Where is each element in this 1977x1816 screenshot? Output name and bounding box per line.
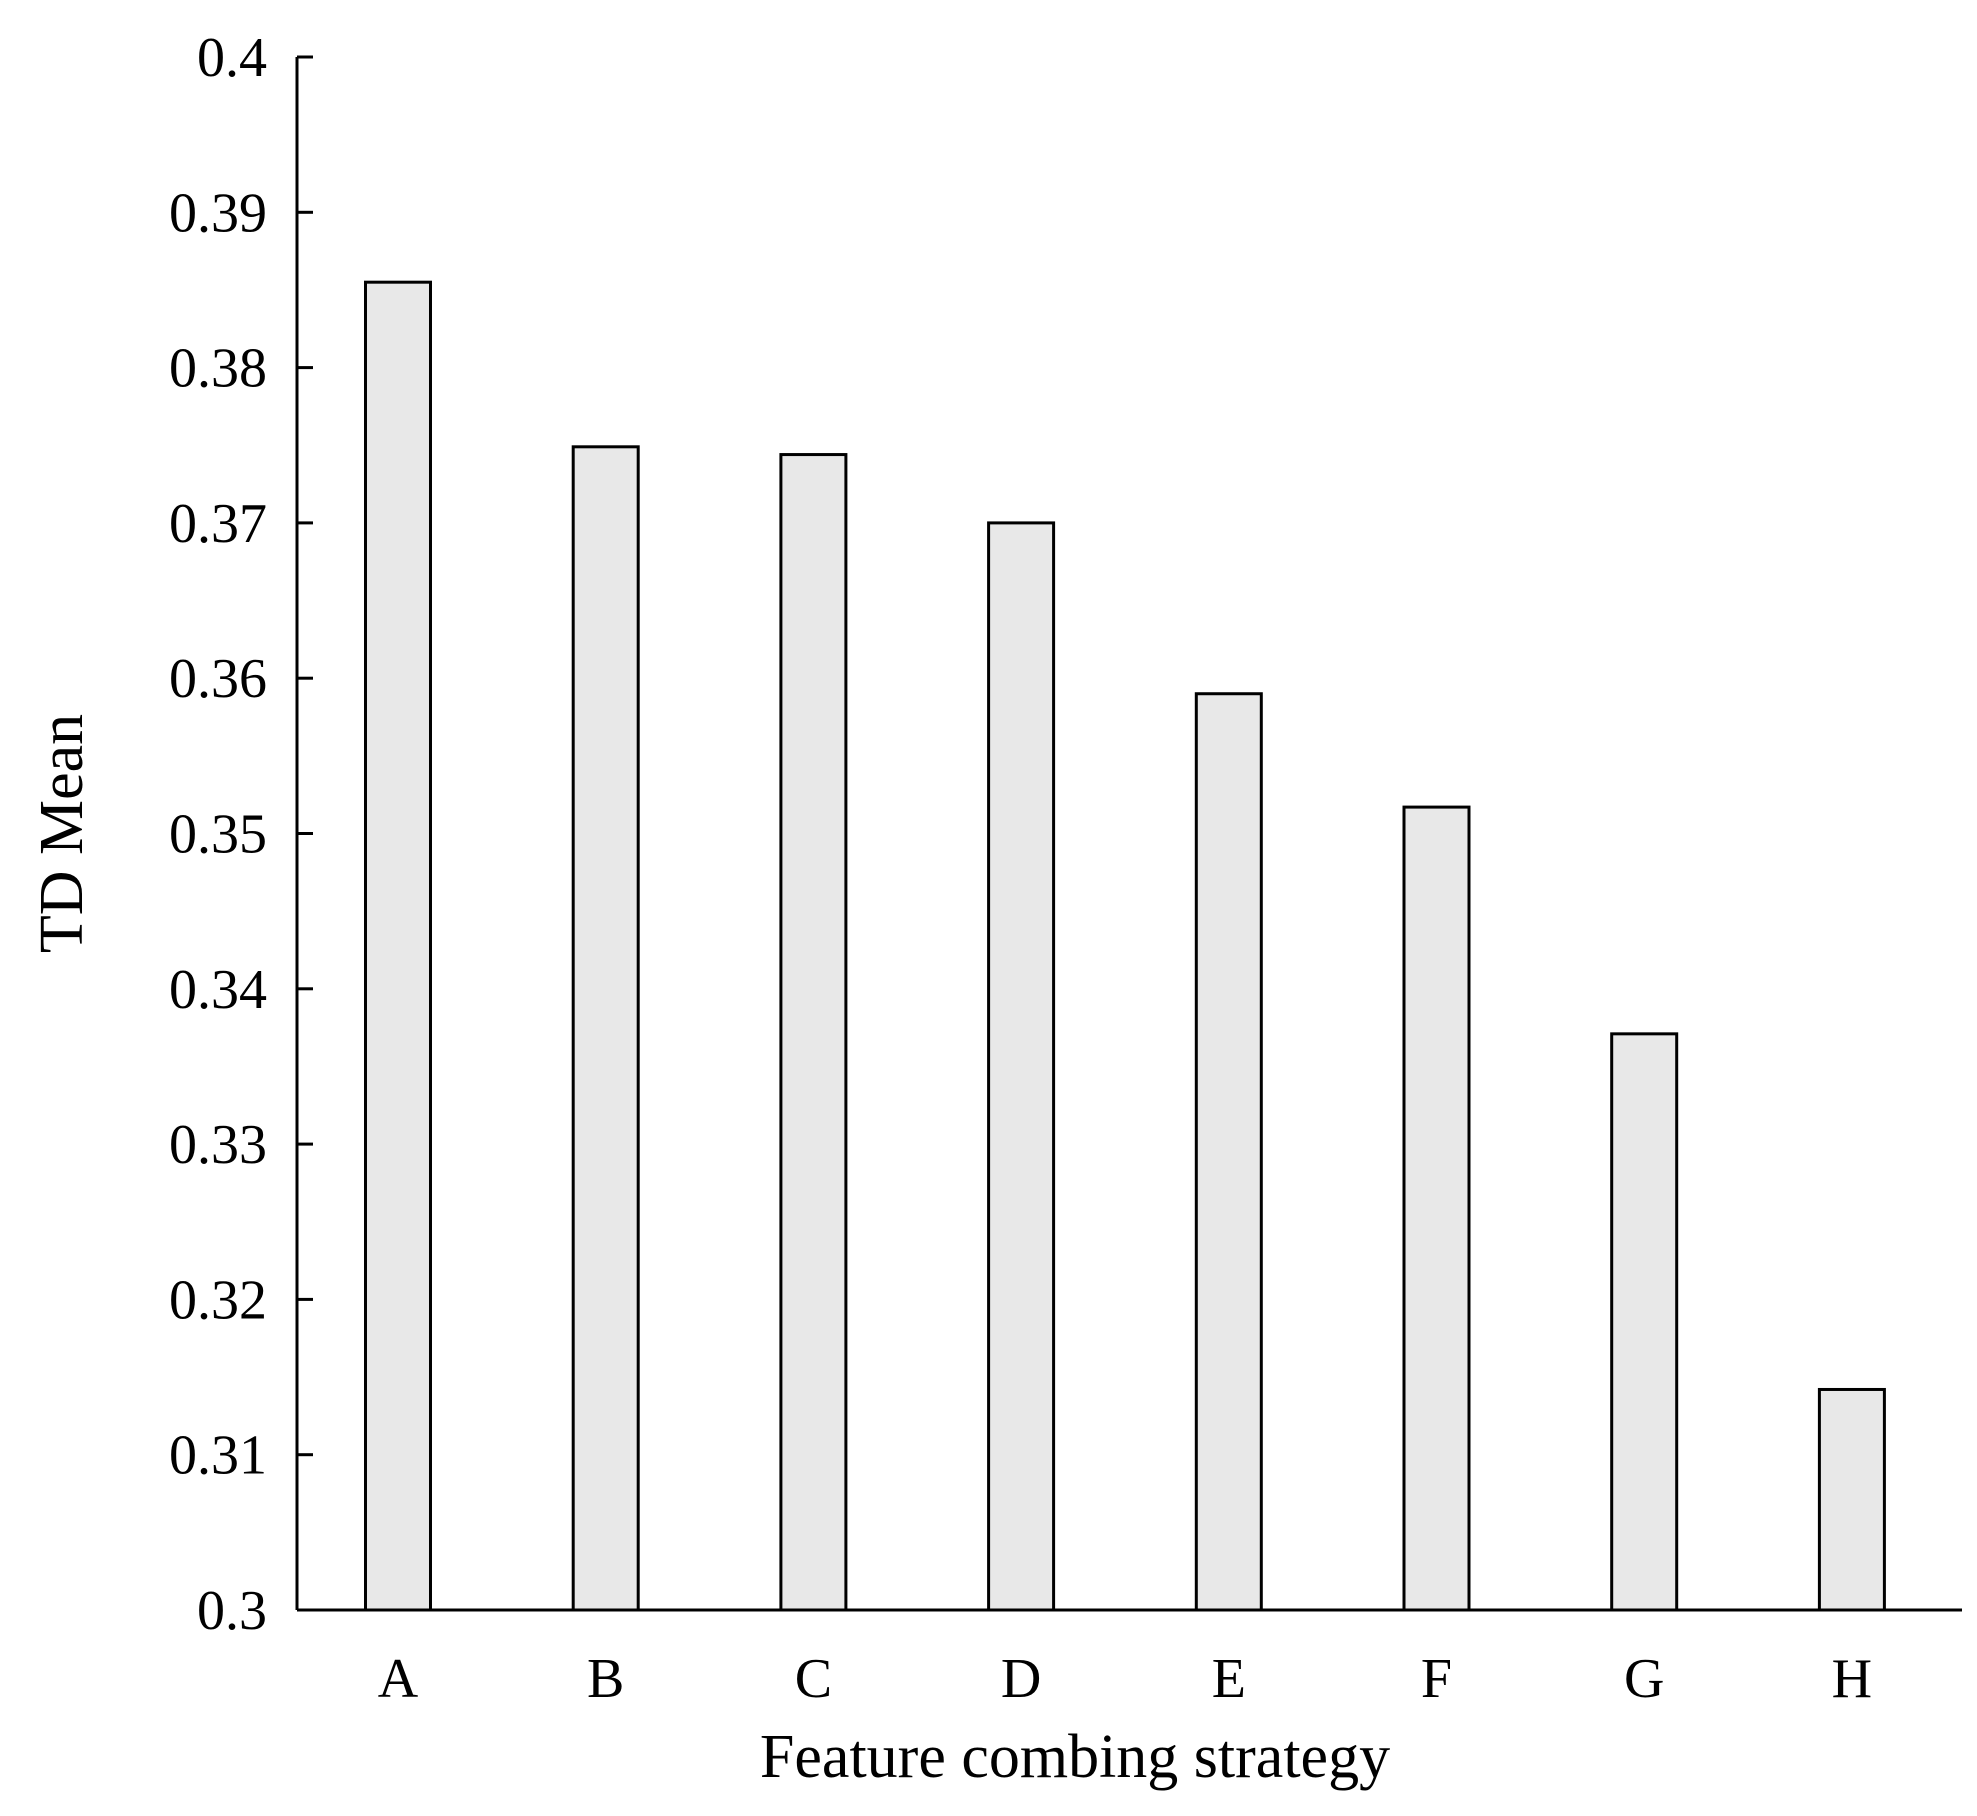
x-tick-label: C [795, 1648, 832, 1710]
y-tick-label: 0.33 [169, 1114, 267, 1176]
x-tick-label: A [378, 1648, 419, 1710]
x-tick-label: E [1212, 1648, 1246, 1710]
y-tick-label: 0.36 [169, 648, 267, 710]
y-axis-title: TD Mean [28, 714, 96, 953]
x-tick-label: B [587, 1648, 624, 1710]
bar-e [1194, 692, 1263, 1612]
y-tick-label: 0.3 [197, 1580, 267, 1642]
x-tick-label: F [1421, 1648, 1452, 1710]
bars [364, 280, 1886, 1612]
x-axis-ticks: A B C D E F G H [378, 1648, 1872, 1710]
y-tick-label: 0.32 [169, 1269, 267, 1331]
bar-g [1610, 1032, 1679, 1612]
x-axis-title: Feature combing strategy [760, 1723, 1390, 1791]
y-tick-label: 0.4 [197, 27, 267, 89]
x-tick-label: D [1001, 1648, 1041, 1710]
bar-h [1817, 1387, 1886, 1612]
bar-f [1402, 805, 1471, 1612]
bar-a [364, 280, 432, 1612]
x-tick-label: H [1832, 1648, 1872, 1710]
bar-d [987, 521, 1056, 1612]
y-axis-ticks: 0.3 0.31 0.32 0.33 0.34 0.35 0.36 0.37 0.38 0.39 0… [169, 27, 313, 1642]
x-tick-label: G [1624, 1648, 1664, 1710]
y-tick-label: 0.31 [169, 1425, 267, 1487]
bar-c [779, 453, 848, 1612]
y-tick-label: 0.38 [169, 338, 267, 400]
y-tick-label: 0.35 [169, 804, 267, 866]
y-tick-label: 0.34 [169, 959, 267, 1021]
bar-b [571, 445, 640, 1612]
y-tick-label: 0.39 [169, 182, 267, 244]
y-tick-label: 0.37 [169, 493, 267, 555]
